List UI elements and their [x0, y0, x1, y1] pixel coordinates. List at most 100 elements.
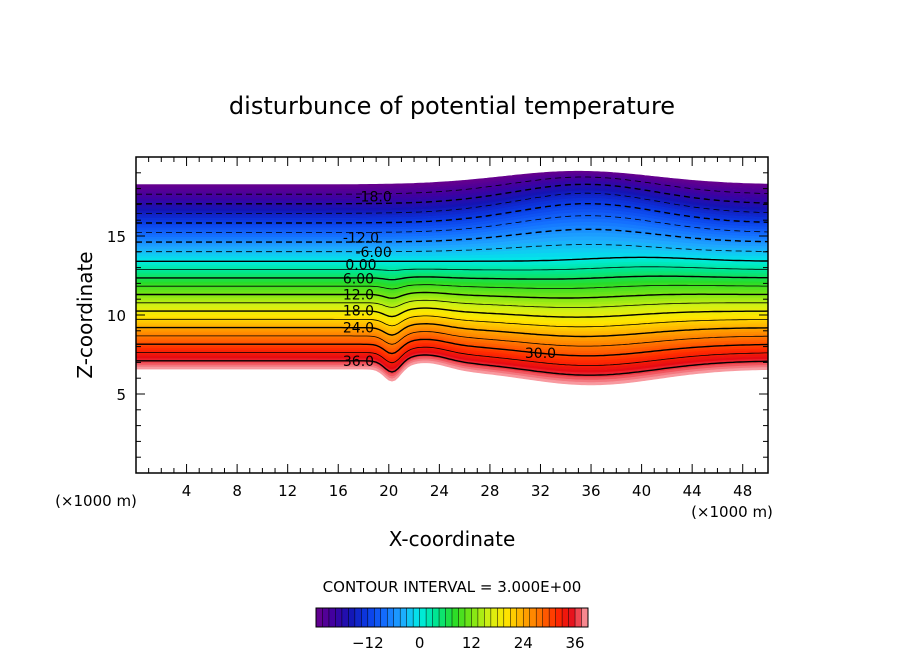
colorbar-cell	[367, 608, 375, 627]
contour-band	[136, 360, 768, 386]
colorbar-cell	[426, 608, 433, 627]
colorbar-cell	[542, 608, 550, 627]
axis-ticks	[136, 157, 768, 473]
x-tick-label: 28	[480, 482, 499, 500]
x-tick-label: 32	[531, 482, 550, 500]
colorbar-cell	[380, 608, 388, 627]
colorbar-cell	[406, 608, 414, 627]
contour-interval-text: CONTOUR INTERVAL = 3.000E+00	[323, 578, 582, 596]
colorbar-cell	[516, 608, 524, 627]
contour-line	[136, 322, 768, 338]
y-axis-label: Z-coordinate	[73, 251, 97, 378]
colorbar-cell	[503, 608, 511, 627]
contour-line	[136, 176, 768, 195]
contour-line	[136, 331, 768, 347]
y-tick-label: 5	[116, 386, 126, 404]
colorbar-cell	[419, 608, 427, 627]
colorbar-cell	[439, 608, 446, 627]
colorbar-tick-label: −12	[352, 634, 384, 652]
contour-line	[136, 228, 768, 243]
colorbar-cell	[484, 608, 492, 627]
colorbar-cell	[464, 608, 472, 627]
x-tick-label: 36	[581, 482, 600, 500]
colorbar-cell	[413, 608, 420, 627]
colorbar-cell	[497, 608, 505, 627]
colorbar-cell	[568, 608, 576, 627]
contour-line	[136, 338, 768, 357]
colorbar-tick-label: 0	[415, 634, 425, 652]
contour-line	[136, 266, 768, 271]
contour-label: -6.00	[356, 245, 392, 261]
contour-line	[136, 346, 768, 366]
colorbar-cell	[361, 608, 369, 627]
colorbar-cell	[510, 608, 517, 627]
colorbar-cell	[393, 608, 401, 627]
colorbar-cell	[529, 608, 537, 627]
colorbar-cell	[452, 608, 459, 627]
colorbar-cell	[536, 608, 543, 627]
contour-label: 18.0	[343, 303, 374, 319]
contour-line	[136, 192, 768, 214]
colorbar-cell	[458, 608, 466, 627]
colorbar-cell	[335, 608, 343, 627]
contour-lines	[136, 176, 768, 376]
colorbar-cell	[316, 608, 323, 627]
colorbar-cell	[400, 608, 407, 627]
contour-line	[136, 354, 768, 376]
contour-line	[136, 284, 768, 290]
colorbar-cell	[354, 608, 362, 627]
x-tick-label: 8	[232, 482, 242, 500]
contour-label: 24.0	[343, 321, 374, 337]
x-tick-label: 24	[430, 482, 449, 500]
contour-line	[136, 275, 768, 281]
colorbar-cell	[549, 608, 556, 627]
colorbar-cell	[562, 608, 569, 627]
contour-label: 30.0	[525, 346, 556, 362]
contour-line	[136, 202, 768, 224]
y-tick-label: 10	[107, 307, 126, 325]
colorbar-cell	[490, 608, 498, 627]
contour-line	[136, 315, 768, 328]
colorbar-cell	[341, 608, 349, 627]
contour-line	[136, 244, 768, 253]
x-unit-left: (×1000 m)	[55, 492, 137, 510]
colorbar-cell	[477, 608, 485, 627]
contour-line	[136, 307, 768, 318]
colorbar-cell	[387, 608, 394, 627]
x-tick-label: 48	[733, 482, 752, 500]
contour-label: 12.0	[343, 287, 374, 303]
colorbar-cell	[374, 608, 381, 627]
colorbar-cell	[471, 608, 479, 627]
x-tick-label: 40	[632, 482, 651, 500]
y-tick-label: 15	[107, 228, 126, 246]
contour-line	[136, 256, 768, 262]
contour-label: 36.0	[343, 354, 374, 370]
contour-label: 0.00	[345, 257, 376, 273]
x-tick-label: 16	[329, 482, 348, 500]
colorbar-cell	[575, 608, 582, 627]
contour-label: -12.0	[343, 231, 379, 247]
x-tick-label: 4	[182, 482, 192, 500]
x-tick-label: 20	[379, 482, 398, 500]
colorbar-tick-label: 24	[514, 634, 533, 652]
colorbar-cell	[445, 608, 453, 627]
colorbar-tick-label: 12	[462, 634, 481, 652]
contour-label: 6.00	[343, 272, 374, 288]
contour-line	[136, 215, 768, 233]
x-axis-label: X-coordinate	[389, 527, 516, 551]
contour-line	[136, 291, 768, 299]
x-tick-label: 44	[683, 482, 702, 500]
x-tick-label: 12	[278, 482, 297, 500]
colorbar-cell	[581, 608, 589, 627]
contour-label: -18.0	[356, 190, 392, 206]
colorbar-tick-label: 36	[566, 634, 585, 652]
colorbar-frame	[315, 607, 589, 628]
colorbar: −12 0 12 24 36	[315, 607, 589, 652]
chart-title: disturbunce of potential temperature	[229, 92, 675, 120]
colorbar-cell	[348, 608, 356, 627]
contour-line	[136, 299, 768, 308]
colorbar-cell	[555, 608, 563, 627]
